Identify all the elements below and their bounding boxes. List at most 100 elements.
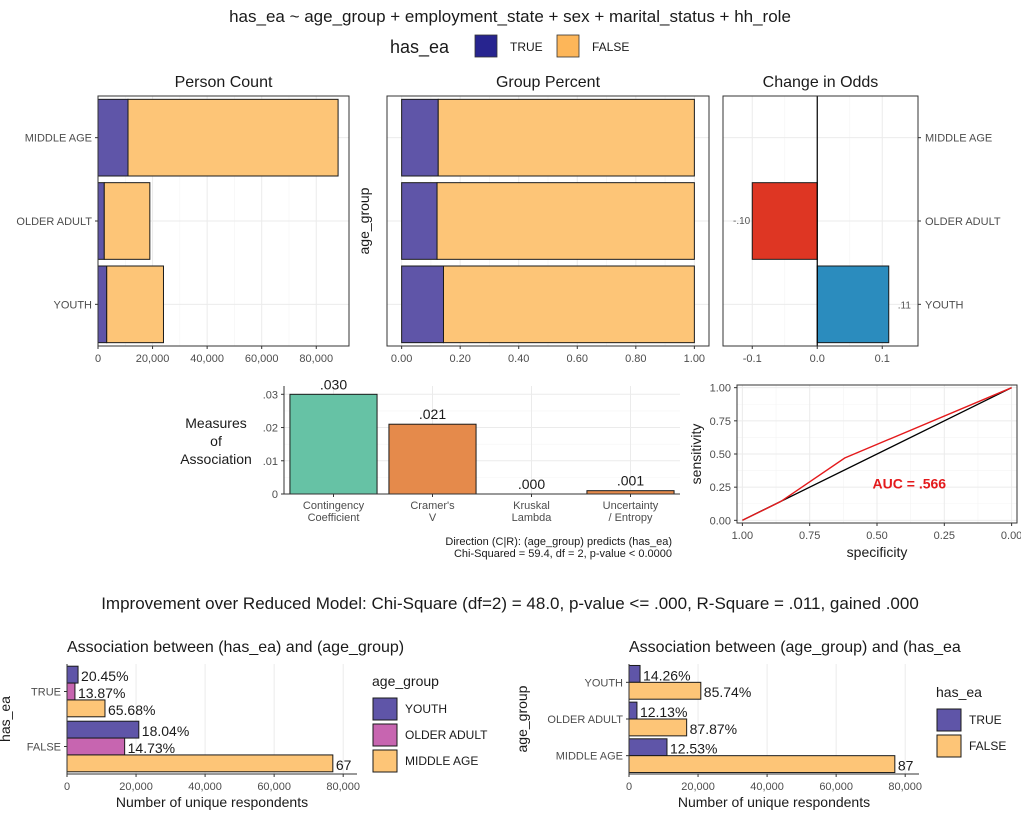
bar-value-label: 87.87% xyxy=(690,721,737,737)
association-value-label: .021 xyxy=(419,406,446,422)
x-tick-label: 40,000 xyxy=(190,353,224,365)
x-tick-label: 1.00 xyxy=(732,530,753,542)
x-tick-label: 80,000 xyxy=(299,353,333,365)
change-in-odds-chart: Change in Odds -0.1 0.0 0.1 MIDDLE AGE -.10 OL… xyxy=(722,74,1001,365)
bar-false xyxy=(628,718,688,737)
association-bar xyxy=(388,423,477,495)
y-tick-label: OLDER ADULT xyxy=(547,714,623,726)
bar-false xyxy=(103,182,151,260)
legend-key xyxy=(936,708,962,732)
bar-false xyxy=(628,755,896,774)
legend-label-false: FALSE xyxy=(592,40,629,54)
association-value-label: .030 xyxy=(320,376,347,392)
roc-curve xyxy=(742,387,1012,521)
bar-true xyxy=(401,265,444,344)
x-tick-label: 80,000 xyxy=(326,781,360,793)
y-tick-label: OLDER ADULT xyxy=(925,216,1001,228)
bar-value-label: 87 xyxy=(898,758,914,774)
x-tick-label: Cramer's xyxy=(410,500,455,512)
x-tick-label: / Entropy xyxy=(608,512,653,524)
y-tick-label: 0.25 xyxy=(710,482,731,494)
bar-value-label: 85.74% xyxy=(704,684,751,700)
legend-key xyxy=(372,723,398,747)
y-tick-label: MIDDLE AGE xyxy=(556,751,623,763)
x-tick-label: Coefficient xyxy=(308,512,360,524)
y-tick-label: 0.75 xyxy=(710,416,731,428)
y-tick-label: 0.50 xyxy=(710,449,731,461)
panel-frame xyxy=(736,384,1018,524)
legend-label: TRUE xyxy=(969,713,1002,727)
association-title: of xyxy=(210,433,222,449)
x-tick-label: 60,000 xyxy=(245,353,279,365)
y-tick-label: OLDER ADULT xyxy=(16,216,92,228)
x-tick-label: 0.00 xyxy=(391,353,412,365)
y-tick-label: MIDDLE AGE xyxy=(925,133,992,145)
x-tick-label: V xyxy=(429,512,437,524)
x-tick-label: -0.1 xyxy=(743,353,762,365)
legend-label: MIDDLE AGE xyxy=(405,754,478,768)
y-tick-label: .01 xyxy=(263,456,278,468)
bar-value-label: 65.68% xyxy=(108,702,155,718)
bar-false xyxy=(127,98,339,177)
odds-value-label: -.10 xyxy=(733,216,751,227)
x-tick-label: 20,000 xyxy=(119,781,153,793)
legend-label: FALSE xyxy=(969,739,1006,753)
y-tick-label: 0.00 xyxy=(710,515,731,527)
association-title: Measures xyxy=(185,415,246,431)
x-axis-title: Number of unique respondents xyxy=(678,794,870,810)
bar-middle-age xyxy=(66,699,106,718)
association-value-label: .000 xyxy=(518,476,545,492)
legend-label: OLDER ADULT xyxy=(405,728,488,742)
legend-key xyxy=(936,734,962,758)
x-tick-label: 0 xyxy=(64,781,70,793)
x-axis-title: Number of unique respondents xyxy=(116,794,308,810)
panel-frame xyxy=(386,95,710,347)
bar-true xyxy=(628,738,668,757)
x-tick-label: 0.60 xyxy=(567,353,588,365)
bar-false xyxy=(628,681,702,700)
bar-value-label: 18.04% xyxy=(142,723,189,739)
bar-false xyxy=(106,265,164,344)
x-tick-label: 0.80 xyxy=(625,353,646,365)
panel-title: Person Count xyxy=(175,74,273,91)
bar-value-label: 20.45% xyxy=(81,668,128,684)
x-tick-label: 60,000 xyxy=(819,781,853,793)
top-legend: has_ea TRUE FALSE xyxy=(390,34,629,58)
x-tick-label: 0 xyxy=(95,353,101,365)
legend-title: has_ea xyxy=(936,684,982,700)
panel-title: Association between (has_ea) and (age_gr… xyxy=(67,639,404,656)
group-percent-chart: Group Percent 0.00 0.20 0.40 0.60 0.80 1.00 age… xyxy=(356,74,710,365)
roc-chart: 1.00 0.75 0.50 0.25 0.00 0.00 0.25 0.50 0.75 1.00… xyxy=(688,383,1021,560)
bar-true xyxy=(628,701,638,720)
x-tick-label: 20,000 xyxy=(136,353,170,365)
association-note: Direction (C|R): (age_group) predicts (h… xyxy=(445,536,672,548)
has-ea-by-age-group-chart: Association between (has_ea) and (age_gr… xyxy=(0,639,488,810)
bar-false xyxy=(442,265,695,344)
legend-key-false xyxy=(556,34,580,58)
x-tick-label: 1.00 xyxy=(684,353,705,365)
bar-value-label: 12.13% xyxy=(640,704,687,720)
bar-older-adult xyxy=(66,682,76,701)
legend-key xyxy=(372,749,398,773)
x-tick-label: 0.1 xyxy=(875,353,890,365)
x-tick-label: 40,000 xyxy=(750,781,784,793)
y-axis-title: age_group xyxy=(514,685,530,752)
bar-value-label: 67 xyxy=(336,757,352,773)
x-tick-label: 0.75 xyxy=(799,530,820,542)
x-tick-label: 60,000 xyxy=(257,781,291,793)
bar-value-label: 14.73% xyxy=(128,740,175,756)
bar-true xyxy=(97,182,105,260)
x-tick-label: 0.20 xyxy=(449,353,470,365)
bar-true xyxy=(401,98,439,177)
x-tick-label: 0 xyxy=(626,781,632,793)
odds-value-label: .11 xyxy=(898,300,912,311)
y-tick-label: .03 xyxy=(263,389,278,401)
x-axis-title: specificity xyxy=(847,544,908,560)
association-bar xyxy=(289,393,378,495)
legend-label: YOUTH xyxy=(405,702,447,716)
bar-false xyxy=(437,98,695,177)
y-tick-label: MIDDLE AGE xyxy=(25,133,92,145)
odds-bar xyxy=(816,265,890,344)
